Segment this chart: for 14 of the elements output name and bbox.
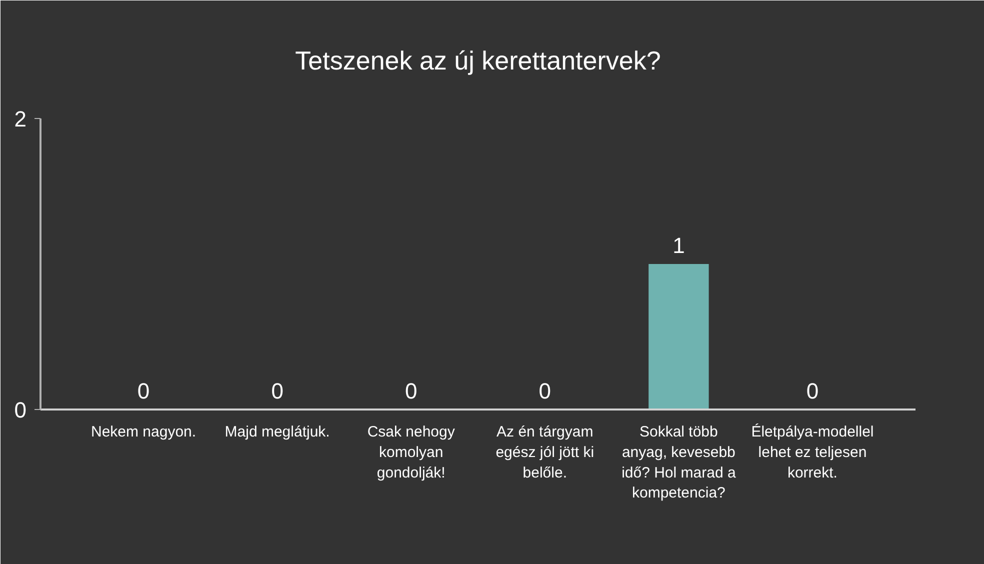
x-tick-label: Majd meglátjuk.: [224, 424, 330, 440]
data-label: 0: [538, 378, 552, 404]
data-label: 0: [806, 378, 819, 404]
x-tick-label: Nekem nagyon.: [90, 424, 196, 440]
x-tick-label: Csak nehogy komolyan gondolják!: [367, 424, 456, 482]
y-tick-label: 2: [14, 106, 27, 132]
x-tick-label: Életpálya-modellel lehet ez teljesen korrekt.: [751, 422, 874, 482]
x-tick-label: Az én tárgyam egész jól jött ki belőle.: [496, 424, 594, 482]
data-label: 1: [672, 233, 685, 258]
data-label: 0: [137, 378, 150, 404]
x-tick-label: Sokkal több anyag, kevesebb idő? Hol marad a kompetencia?: [622, 424, 736, 502]
data-label: 0: [404, 378, 418, 404]
data-label: 0: [271, 378, 284, 404]
chart-title: Tetszenek az új kerettantervek?: [295, 46, 661, 76]
